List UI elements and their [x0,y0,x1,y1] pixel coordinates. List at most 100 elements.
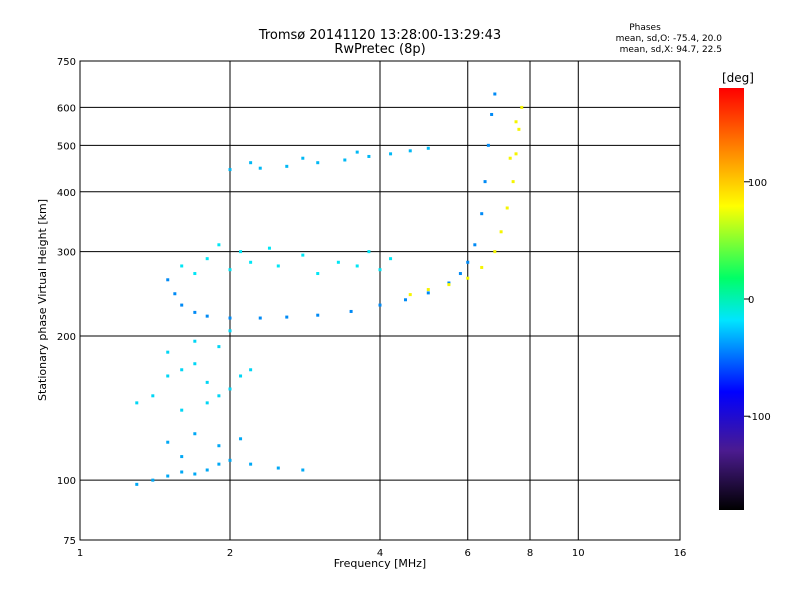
data-point [205,257,209,261]
x-axis-label: Frequency [MHz] [334,557,426,570]
data-point [166,474,170,478]
y-axis-label: Stationary phase Virtual Height [km] [36,199,49,401]
stats-header: Phases [629,23,661,33]
data-point [180,303,184,307]
data-point [239,437,243,441]
data-point [166,350,170,354]
data-point [426,288,430,292]
data-point [228,458,232,462]
data-points [135,92,524,486]
data-point [458,272,462,276]
data-point [249,462,253,466]
data-point [447,281,451,285]
data-point [508,156,512,160]
data-point [499,230,503,234]
y-tick-label: 100 [57,476,76,487]
colorbar-tick-label: -100 [748,412,771,423]
data-point [193,310,197,314]
data-point [151,478,155,482]
plot-frame [79,60,681,541]
data-point [205,380,209,384]
data-point [505,206,509,210]
data-point [316,313,320,317]
data-point [217,444,221,448]
data-point [217,345,221,349]
data-point [473,243,477,247]
y-tick-label: 200 [57,332,76,343]
data-point [180,455,184,459]
data-point [520,105,524,109]
data-point [316,272,320,276]
data-point [483,180,487,184]
data-point [343,158,347,162]
data-point [239,374,243,378]
data-point [180,264,184,268]
data-point [193,339,197,343]
data-point [378,268,382,272]
data-point [135,401,139,405]
data-point [349,309,353,313]
x-tick-label: 1 [77,548,83,559]
stats-x-mode: mean, sd,X: 94.7, 22.5 [620,45,722,55]
colorbar-label: [deg] [722,71,754,85]
data-point [228,316,232,320]
colorbar-tick-label: 0 [748,295,754,306]
chart-title: Tromsø 20141120 13:28:00-13:29:43 [258,28,501,43]
data-point [276,466,280,470]
data-point [389,257,393,261]
data-point [426,291,430,295]
grid [80,61,680,540]
stats-o-mode: mean, sd,O: -75.4, 20.0 [616,34,723,44]
data-point [166,374,170,378]
chart-subtitle: RwPretec (8p) [334,42,425,57]
data-point [511,180,515,184]
y-tick-label: 500 [57,141,76,152]
x-tick-label: 4 [377,548,383,559]
x-tick-label: 10 [572,548,585,559]
data-point [180,470,184,474]
data-point [205,314,209,318]
data-point [267,246,271,250]
data-point [316,161,320,165]
data-point [228,268,232,272]
data-point [249,260,253,264]
y-tick-label: 400 [57,188,76,199]
data-point [285,315,289,319]
data-point [285,164,289,168]
data-point [408,149,412,153]
y-tick-label: 600 [57,103,76,114]
data-point [193,362,197,366]
y-tick-label: 750 [57,57,76,68]
data-point [193,432,197,436]
y-tick-label: 300 [57,248,76,259]
data-point [239,250,243,254]
data-point [514,152,518,156]
data-point [228,387,232,391]
data-point [490,112,494,116]
colorbar-tick-label: 100 [748,178,767,189]
data-point [166,278,170,282]
data-point [447,283,451,287]
data-point [480,265,484,269]
x-axis-ticks: 1 2 4 6 8 10 16 [77,548,687,559]
data-point [249,161,253,165]
data-point [466,260,470,264]
data-point [135,482,139,486]
y-axis-ticks: 75 100 200 300 400 500 600 750 [57,57,76,547]
data-point [466,276,470,280]
data-point [205,468,209,472]
data-point [355,264,359,268]
data-point [228,329,232,333]
x-tick-label: 8 [527,548,533,559]
data-point [514,120,518,124]
data-point [408,293,412,297]
data-point [258,166,262,170]
x-tick-label: 2 [227,548,233,559]
data-point [426,146,430,150]
x-tick-label: 16 [674,548,687,559]
data-point [173,292,177,296]
data-point [301,253,305,257]
data-point [378,303,382,307]
data-point [301,468,305,472]
data-point [389,152,393,156]
